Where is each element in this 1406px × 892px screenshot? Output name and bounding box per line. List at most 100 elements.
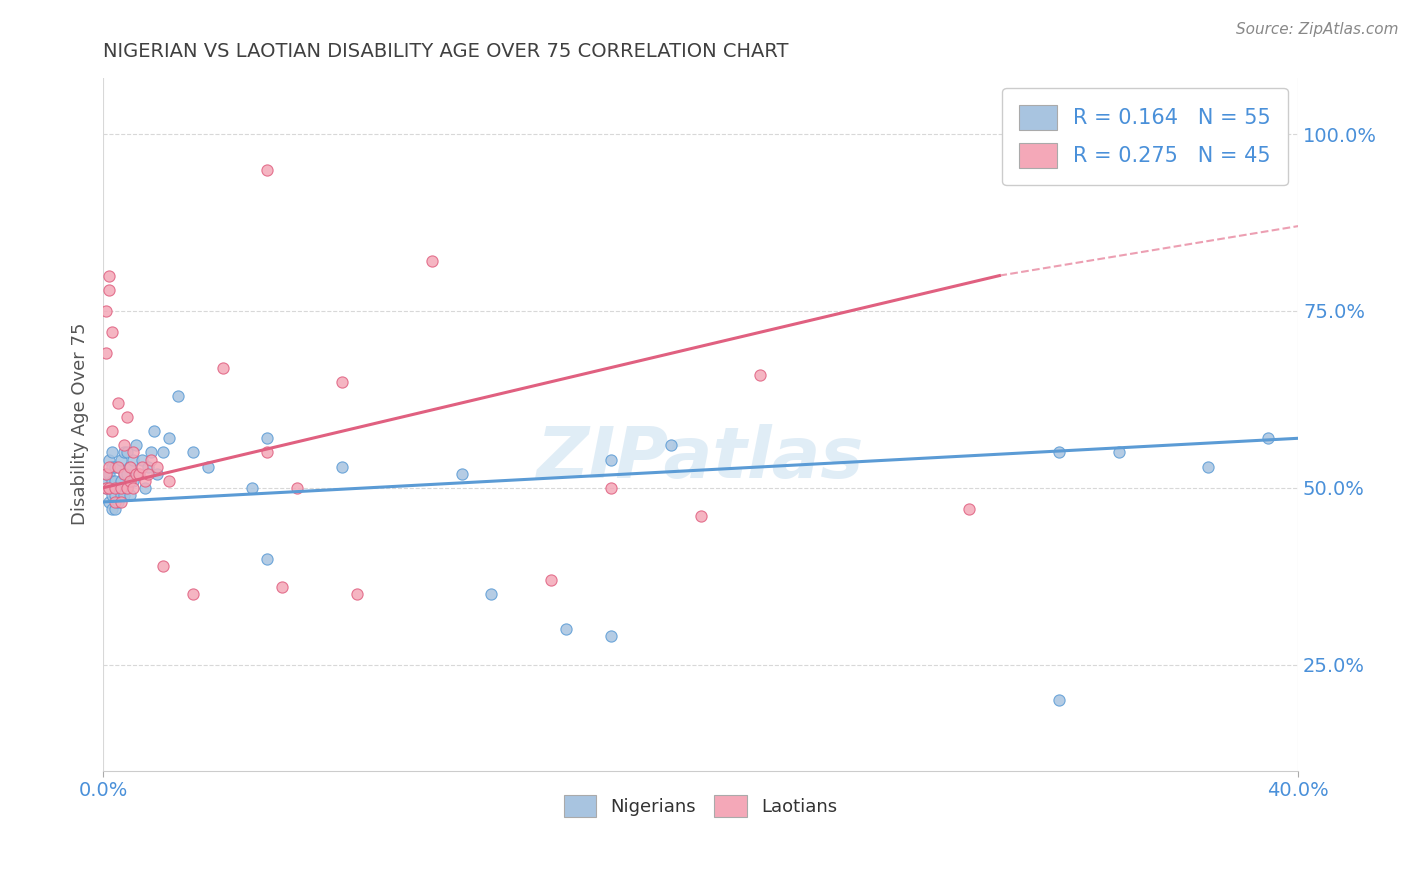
Point bbox=[555, 622, 578, 636]
Point bbox=[131, 459, 153, 474]
Point bbox=[271, 580, 294, 594]
Point bbox=[122, 474, 145, 488]
Point bbox=[110, 495, 132, 509]
Point bbox=[112, 445, 135, 459]
Text: Source: ZipAtlas.com: Source: ZipAtlas.com bbox=[1236, 22, 1399, 37]
Point bbox=[104, 459, 127, 474]
Point bbox=[689, 509, 711, 524]
Point bbox=[104, 495, 127, 509]
Point bbox=[112, 488, 135, 502]
Point bbox=[98, 481, 121, 495]
Point bbox=[152, 558, 174, 573]
Point bbox=[101, 325, 124, 339]
Point bbox=[94, 474, 117, 488]
Point bbox=[94, 481, 117, 495]
Point bbox=[107, 459, 129, 474]
Point bbox=[101, 424, 124, 438]
Legend: Nigerians, Laotians: Nigerians, Laotians bbox=[557, 788, 845, 824]
Point bbox=[131, 452, 153, 467]
Point bbox=[115, 445, 138, 459]
Point bbox=[256, 431, 278, 445]
Point bbox=[110, 474, 132, 488]
Point bbox=[101, 459, 124, 474]
Point bbox=[256, 445, 278, 459]
Point bbox=[450, 467, 472, 481]
Point bbox=[420, 254, 443, 268]
Point bbox=[139, 452, 162, 467]
Point bbox=[600, 629, 623, 643]
Point bbox=[101, 502, 124, 516]
Point bbox=[122, 445, 145, 459]
Point bbox=[118, 474, 141, 488]
Point bbox=[481, 587, 503, 601]
Point bbox=[115, 481, 138, 495]
Point bbox=[600, 481, 623, 495]
Point bbox=[1047, 445, 1070, 459]
Point bbox=[98, 481, 121, 495]
Point bbox=[118, 488, 141, 502]
Point bbox=[98, 283, 121, 297]
Point bbox=[330, 459, 353, 474]
Text: ZIPatlas: ZIPatlas bbox=[537, 425, 865, 493]
Point bbox=[98, 467, 121, 481]
Point bbox=[749, 368, 772, 382]
Point bbox=[128, 467, 150, 481]
Point bbox=[101, 445, 124, 459]
Point bbox=[104, 488, 127, 502]
Point bbox=[134, 474, 156, 488]
Point bbox=[152, 445, 174, 459]
Point bbox=[157, 474, 180, 488]
Point bbox=[94, 481, 117, 495]
Point bbox=[142, 424, 165, 438]
Point bbox=[1137, 155, 1160, 169]
Point bbox=[107, 495, 129, 509]
Point bbox=[112, 467, 135, 481]
Point bbox=[181, 445, 204, 459]
Point bbox=[1257, 431, 1279, 445]
Point bbox=[157, 431, 180, 445]
Point bbox=[166, 389, 188, 403]
Point bbox=[600, 452, 623, 467]
Point bbox=[104, 474, 127, 488]
Point bbox=[1198, 459, 1220, 474]
Point bbox=[1047, 693, 1070, 707]
Point bbox=[1108, 445, 1130, 459]
Point bbox=[112, 438, 135, 452]
Point bbox=[94, 304, 117, 318]
Point bbox=[139, 445, 162, 459]
Point bbox=[146, 459, 169, 474]
Point bbox=[122, 481, 145, 495]
Point bbox=[101, 474, 124, 488]
Point bbox=[136, 467, 159, 481]
Point bbox=[98, 268, 121, 283]
Y-axis label: Disability Age Over 75: Disability Age Over 75 bbox=[72, 323, 89, 525]
Point bbox=[98, 452, 121, 467]
Point bbox=[134, 481, 156, 495]
Point bbox=[146, 467, 169, 481]
Point bbox=[959, 502, 981, 516]
Point bbox=[211, 360, 233, 375]
Point bbox=[110, 488, 132, 502]
Point bbox=[110, 481, 132, 495]
Point bbox=[122, 452, 145, 467]
Point bbox=[104, 481, 127, 495]
Point bbox=[94, 467, 117, 481]
Text: NIGERIAN VS LAOTIAN DISABILITY AGE OVER 75 CORRELATION CHART: NIGERIAN VS LAOTIAN DISABILITY AGE OVER … bbox=[103, 42, 789, 61]
Point bbox=[98, 459, 121, 474]
Point bbox=[115, 481, 138, 495]
Point bbox=[112, 467, 135, 481]
Point bbox=[346, 587, 368, 601]
Point bbox=[115, 410, 138, 425]
Point bbox=[540, 573, 562, 587]
Point bbox=[104, 502, 127, 516]
Point bbox=[118, 459, 141, 474]
Point bbox=[115, 467, 138, 481]
Point bbox=[330, 375, 353, 389]
Point bbox=[242, 481, 264, 495]
Point bbox=[128, 467, 150, 481]
Point bbox=[107, 396, 129, 410]
Point bbox=[98, 495, 121, 509]
Point bbox=[101, 488, 124, 502]
Point bbox=[285, 481, 308, 495]
Point bbox=[125, 467, 148, 481]
